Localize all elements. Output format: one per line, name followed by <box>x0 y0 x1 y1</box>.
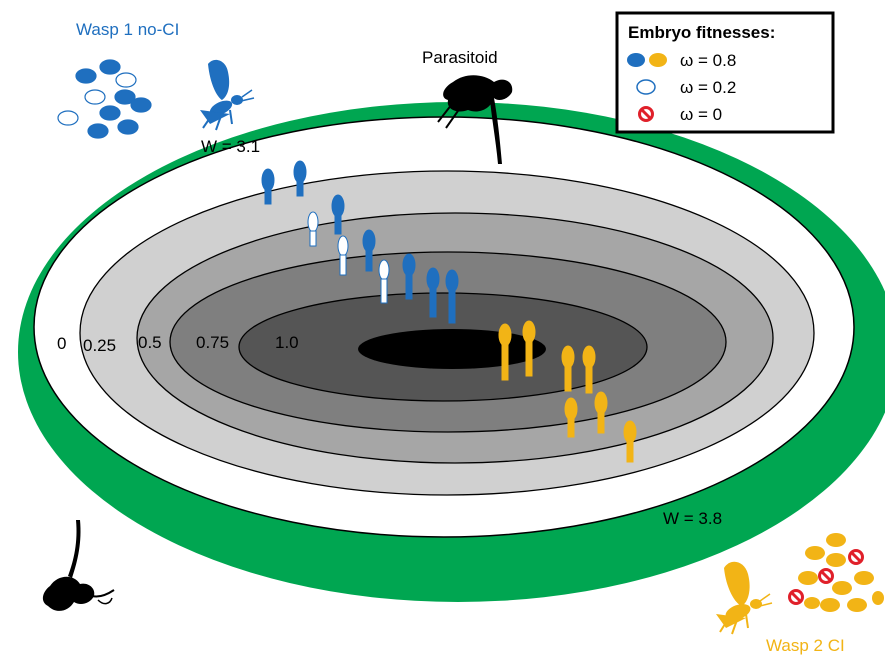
core-ellipse <box>358 329 546 369</box>
zone-label-0: 0 <box>57 334 66 353</box>
prohibited-egg-icon <box>848 549 864 565</box>
wasp2-title: Wasp 2 CI <box>766 636 845 655</box>
wasp1-egg-filled <box>261 168 275 205</box>
parasitoid-label: Parasitoid <box>422 48 498 67</box>
legend-filled-eggs-icon <box>627 53 667 67</box>
wasp1-eggs <box>261 160 459 324</box>
zone-label-075: 0.75 <box>196 333 229 352</box>
wasp2-egg <box>594 391 608 434</box>
wasp1-egg-filled <box>402 253 416 300</box>
legend-title: Embryo fitnesses: <box>628 23 775 42</box>
wasp2-egg <box>582 345 596 394</box>
zone-label-1: 1.0 <box>275 333 299 352</box>
legend-hollow-egg-icon <box>636 79 656 95</box>
wasp1-egg-filled <box>445 269 459 324</box>
wasp2-egg <box>564 397 578 438</box>
legend-prohibited-icon <box>638 106 654 122</box>
zone-label-025: 0.25 <box>83 336 116 355</box>
wasp1-egg-cluster <box>57 59 152 139</box>
wasp1-egg-filled <box>426 267 440 318</box>
wasp2-egg-cluster <box>788 533 884 612</box>
wasp1-title: Wasp 1 no-CI <box>76 20 179 39</box>
yellow-wasp-icon <box>716 561 773 635</box>
legend-box: Embryo fitnesses: ω = 0.8 ω = 0.2 ω = 0 <box>615 11 835 134</box>
wasp2-egg <box>498 323 512 381</box>
wasp2-fitness: W = 3.8 <box>663 509 722 528</box>
wasp1-egg-hollow <box>307 211 319 247</box>
zone-label-05: 0.5 <box>138 333 162 352</box>
wasp2-eggs <box>498 320 637 463</box>
legend-label-02: ω = 0.2 <box>680 78 736 97</box>
prohibited-egg-icon <box>818 568 834 584</box>
prohibited-egg-icon <box>788 589 804 605</box>
parasitoid-silhouette-icon <box>42 520 115 611</box>
wasp1-egg-hollow <box>378 259 390 304</box>
legend-label-08: ω = 0.8 <box>680 51 736 70</box>
wasp2-egg <box>561 345 575 392</box>
wasp1-egg-hollow <box>337 235 349 276</box>
blue-wasp-icon <box>200 59 255 131</box>
wasp2-egg <box>522 320 536 377</box>
wasp2-egg <box>623 420 637 463</box>
wasp1-egg-filled <box>331 194 345 235</box>
parasitoid-silhouette-icon <box>437 75 513 164</box>
wasp1-egg-filled <box>362 229 376 272</box>
wasp1-egg-filled <box>293 160 307 197</box>
legend-label-0: ω = 0 <box>680 105 722 124</box>
wasp1-fitness: W = 3.1 <box>201 137 260 156</box>
